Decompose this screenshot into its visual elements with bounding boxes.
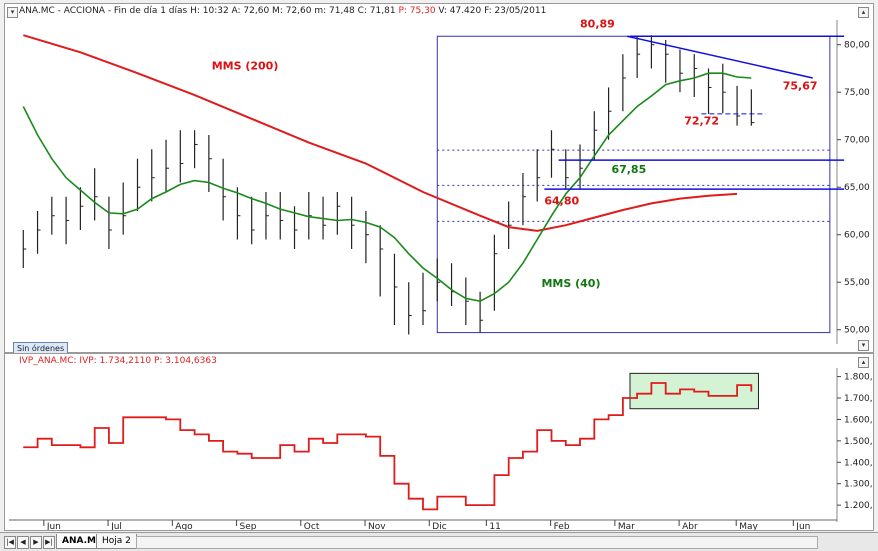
x-tick-label: Mar	[618, 522, 635, 530]
price-header: ANA.MC - ACCIONA - Fin de día 1 días H: …	[5, 4, 873, 19]
next-sheet-button[interactable]: ▶	[30, 536, 42, 549]
x-tick-label: May	[739, 522, 758, 530]
annotation-label: 67,85	[611, 163, 646, 176]
price-y-tick-label: 65,00	[844, 183, 870, 193]
indicator-panel: IVP_ANA.MC: IVP: 1.734,2110 P: 3.104,636…	[4, 353, 874, 531]
horizontal-scrollbar[interactable]	[136, 536, 818, 549]
x-tick-label: Ago	[175, 522, 193, 530]
x-tick-label: Jun	[46, 522, 61, 530]
last-sheet-button[interactable]: ▶|	[43, 536, 55, 549]
price-y-tick-label: 75,00	[844, 88, 870, 98]
x-tick-label: Nov	[368, 522, 386, 530]
x-tick-label: Feb	[554, 522, 570, 530]
prev-sheet-button[interactable]: ◀	[17, 536, 29, 549]
x-tick-label: Sep	[240, 522, 257, 530]
sma200-line	[23, 34, 738, 232]
x-tick-label: Jun	[795, 522, 810, 530]
indicator-header: IVP_ANA.MC: IVP: 1.734,2110 P: 3.104,636…	[5, 354, 873, 369]
ivp-y-tick-label: 1.800,0	[844, 373, 873, 383]
header-main-text: ANA.MC - ACCIONA - Fin de día 1 días H: …	[19, 6, 396, 16]
sma40-line	[22, 72, 752, 303]
ivp-y-tick-label: 1.400,0	[844, 458, 873, 468]
downtrend-line	[626, 35, 813, 79]
ivp-y-tick-label: 1.300,0	[844, 480, 873, 490]
price-y-tick-label: 70,00	[844, 136, 870, 146]
price-chart: 50,00 55,00 60,00 65,00 70,00 75,00 80,00 80,89…	[22, 18, 870, 344]
x-tick-label: Jul	[110, 522, 122, 530]
x-tick-label: Oct	[304, 522, 320, 530]
ivp-y-tick-label: 1.200,0	[844, 501, 873, 511]
header-main-tail-text: V: 47.420 F: 23/05/2011	[438, 6, 547, 16]
price-y-tick-label: 55,00	[844, 278, 870, 288]
annotation-label: MMS (40)	[541, 277, 600, 290]
header-main-red-text: P: 75,30	[398, 6, 436, 16]
price-panel: ANA.MC - ACCIONA - Fin de día 1 días H: …	[4, 3, 874, 356]
indicator-chart: 1.200,0 1.300,0 1.400,0 1.500,0 1.600,0 1.700…	[9, 368, 873, 530]
annotation-label: MMS (200)	[212, 59, 279, 72]
annotation-label: 75,67	[783, 79, 818, 92]
ohlc-bars	[22, 35, 755, 335]
sheet-tab-bar: |◀ ◀ ▶ ▶| ANA.MC Hoja 2	[0, 532, 878, 551]
triangle-up-icon[interactable]: ▴	[858, 357, 869, 368]
triangle-down-icon[interactable]: ▾	[7, 7, 18, 18]
annotation-label: 72,72	[684, 115, 719, 128]
ivp-y-tick-label: 1.600,0	[844, 415, 873, 425]
price-y-tick-label: 60,00	[844, 231, 870, 241]
header-indicator-text: IVP_ANA.MC: IVP: 1.734,2110	[19, 356, 152, 366]
triangle-down-icon[interactable]: ▾	[858, 340, 869, 351]
ivp-y-tick-label: 1.700,0	[844, 394, 873, 404]
ivp-y-tick-label: 1.500,0	[844, 437, 873, 447]
header-indicator-red-text: P: 3.104,6363	[153, 356, 217, 366]
ivp-y-axis: 1.200,0 1.300,0 1.400,0 1.500,0 1.600,0 1.700…	[837, 373, 873, 511]
annotation-label: 64,80	[544, 194, 579, 207]
analysis-box	[436, 35, 831, 334]
price-y-tick-label: 80,00	[844, 41, 870, 51]
x-axis: Jun Jul Ago Sep Oct Nov Dic 11 Feb Mar Abr May Jun	[43, 520, 810, 530]
first-sheet-button[interactable]: |◀	[4, 536, 16, 549]
x-tick-label: 11	[489, 522, 500, 530]
ivp-line	[23, 382, 753, 511]
price-y-tick-label: 50,00	[844, 326, 870, 336]
x-tick-label: Abr	[682, 522, 698, 530]
annotation-label: 80,89	[580, 18, 615, 31]
triangle-up-icon[interactable]: ▴	[858, 7, 869, 18]
tab-hoja-2[interactable]: Hoja 2	[96, 534, 137, 549]
x-tick-label: Dic	[432, 522, 446, 530]
price-y-axis: 50,00 55,00 60,00 65,00 70,00 75,00 80,00	[837, 41, 870, 336]
